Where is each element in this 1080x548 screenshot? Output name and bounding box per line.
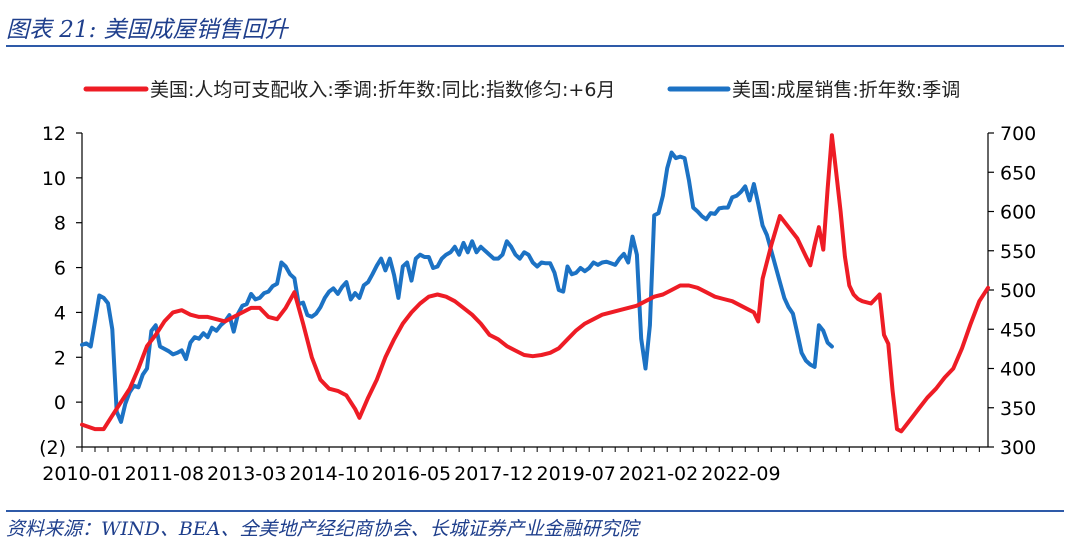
legend: 美国:人均可支配收入:季调:折年数:同比:指数修匀:+6月 美国:成屋销售:折年数… [83,79,960,101]
series-line-income [80,133,990,434]
right-tick-label: 350 [1000,398,1036,420]
series-layer [80,133,990,434]
figure-title: 图表 21: 美国成屋销售回升 [6,17,288,43]
left-tick-label: 0 [54,392,66,414]
series-line-home-sales [80,150,834,424]
x-tick-label: 2019-07 [536,463,615,485]
source-note: 资料来源：WIND、BEA、全美地产经纪商协会、长城证券产业金融研究院 [6,518,639,540]
tick-labels: (2) 0 2 4 6 8 10 12 300 350 400 450 500 550 600 650 700 2… [39,123,1036,485]
left-tick-label: 2 [54,347,66,369]
left-tick-label: (2) [39,437,66,459]
right-tick-label: 450 [1000,319,1036,341]
x-tick-label: 2016-05 [372,463,451,485]
x-tick-label: 2014-10 [289,463,368,485]
left-tick-label: 4 [54,302,66,324]
x-tick-label: 2017-12 [454,463,533,485]
x-tick-label: 2010-01 [42,463,121,485]
axes [76,132,994,452]
x-tick-label: 2013-03 [207,463,286,485]
title-rule [6,45,1064,47]
legend-item-home-sales-label: 美国:成屋销售:折年数:季调 [732,79,960,101]
left-tick-label: 10 [42,168,66,190]
x-tick-label: 2011-08 [125,463,204,485]
right-tick-label: 400 [1000,359,1036,381]
legend-item-income-label: 美国:人均可支配收入:季调:折年数:同比:指数修匀:+6月 [150,79,615,101]
left-tick-label: 8 [54,213,66,235]
right-tick-label: 550 [1000,241,1036,263]
source-rule [6,510,1064,512]
right-tick-label: 600 [1000,202,1036,224]
x-tick-label: 2022-09 [701,463,780,485]
right-tick-label: 700 [1000,123,1036,145]
right-tick-label: 300 [1000,437,1036,459]
right-tick-label: 500 [1000,280,1036,302]
left-tick-label: 6 [54,258,66,280]
right-tick-label: 650 [1000,162,1036,184]
x-tick-label: 2021-02 [619,463,698,485]
left-tick-label: 12 [42,123,66,145]
